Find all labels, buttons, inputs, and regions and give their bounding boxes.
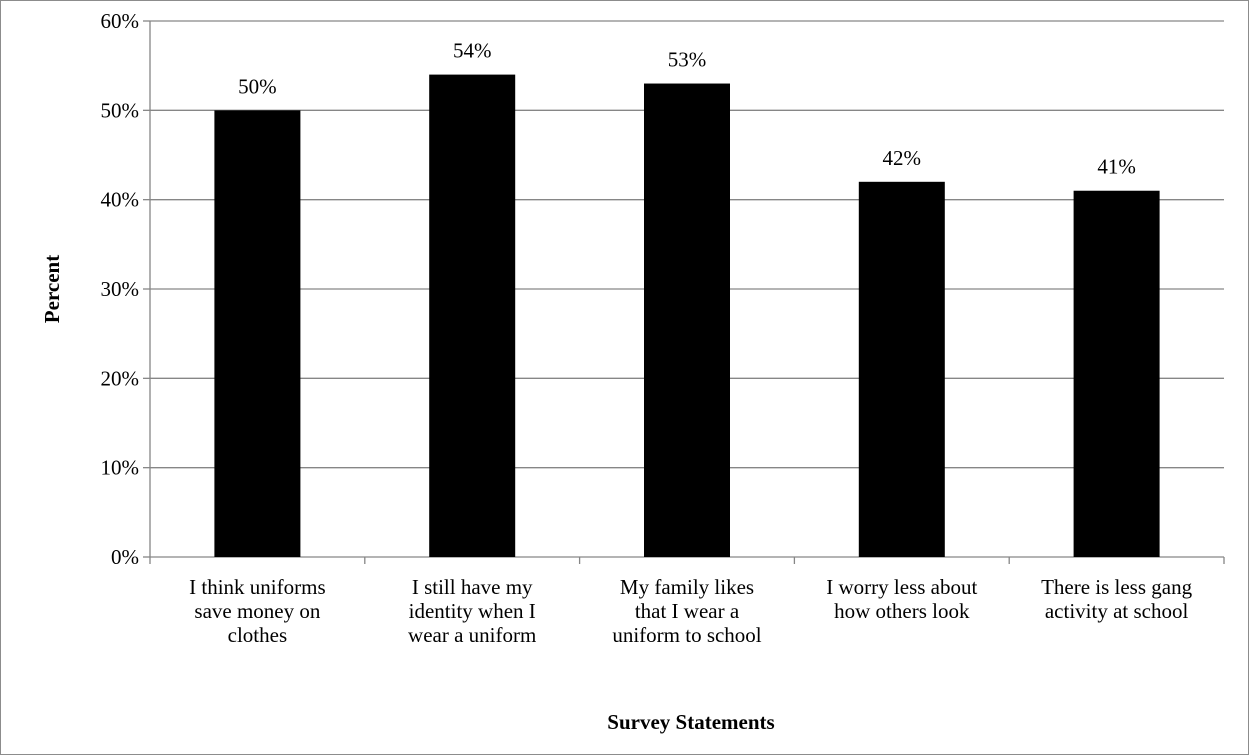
y-tick-label: 0% (111, 545, 139, 569)
y-tick-label: 50% (101, 98, 140, 122)
bar (858, 181, 945, 558)
x-category-label-line: wear a uniform (408, 623, 536, 647)
y-tick-label: 10% (101, 456, 140, 480)
bars (214, 74, 1160, 558)
x-category-label-line: I still have my (412, 575, 533, 599)
x-category-label-line: activity at school (1045, 599, 1189, 623)
x-category-label-line: save money on (194, 599, 320, 623)
x-category-label: There is less gang activity at school (1041, 575, 1193, 623)
x-category-label: My family likes that I wear a uniform to s… (612, 575, 761, 647)
y-tick-label: 20% (101, 366, 140, 390)
data-label: 54% (453, 39, 492, 63)
x-category-label-line: My family likes (620, 575, 754, 599)
x-category-label: I worry less about how others look (826, 575, 977, 623)
data-label: 41% (1097, 155, 1136, 179)
data-label: 53% (668, 48, 707, 72)
x-category-label: I think uniforms save money on clothes (189, 575, 326, 647)
bar (214, 110, 301, 557)
x-category-label-line: uniform to school (612, 623, 761, 647)
x-axis-title: Survey Statements (607, 710, 774, 734)
bar (1073, 190, 1160, 557)
y-tick-label: 60% (101, 9, 140, 33)
x-category-label-line: There is less gang (1041, 575, 1193, 599)
y-axis-title: Percent (40, 255, 64, 323)
y-tick-label: 40% (101, 188, 140, 212)
x-category-label-line: I think uniforms (189, 575, 326, 599)
bar (429, 74, 516, 557)
bar (644, 83, 730, 558)
data-label: 50% (238, 74, 277, 98)
y-tick-label: 30% (101, 277, 140, 301)
labels: 0% 10% 20% 30% 40% 50% 60% 50% I think uniforms s… (101, 9, 1193, 647)
data-label: 42% (883, 146, 922, 170)
x-category-label-line: identity when I (409, 599, 536, 623)
x-category-label-line: how others look (834, 599, 970, 623)
x-category-label-line: that I wear a (635, 599, 740, 623)
x-category-label-line: clothes (228, 623, 287, 647)
x-category-label-line: I worry less about (826, 575, 977, 599)
